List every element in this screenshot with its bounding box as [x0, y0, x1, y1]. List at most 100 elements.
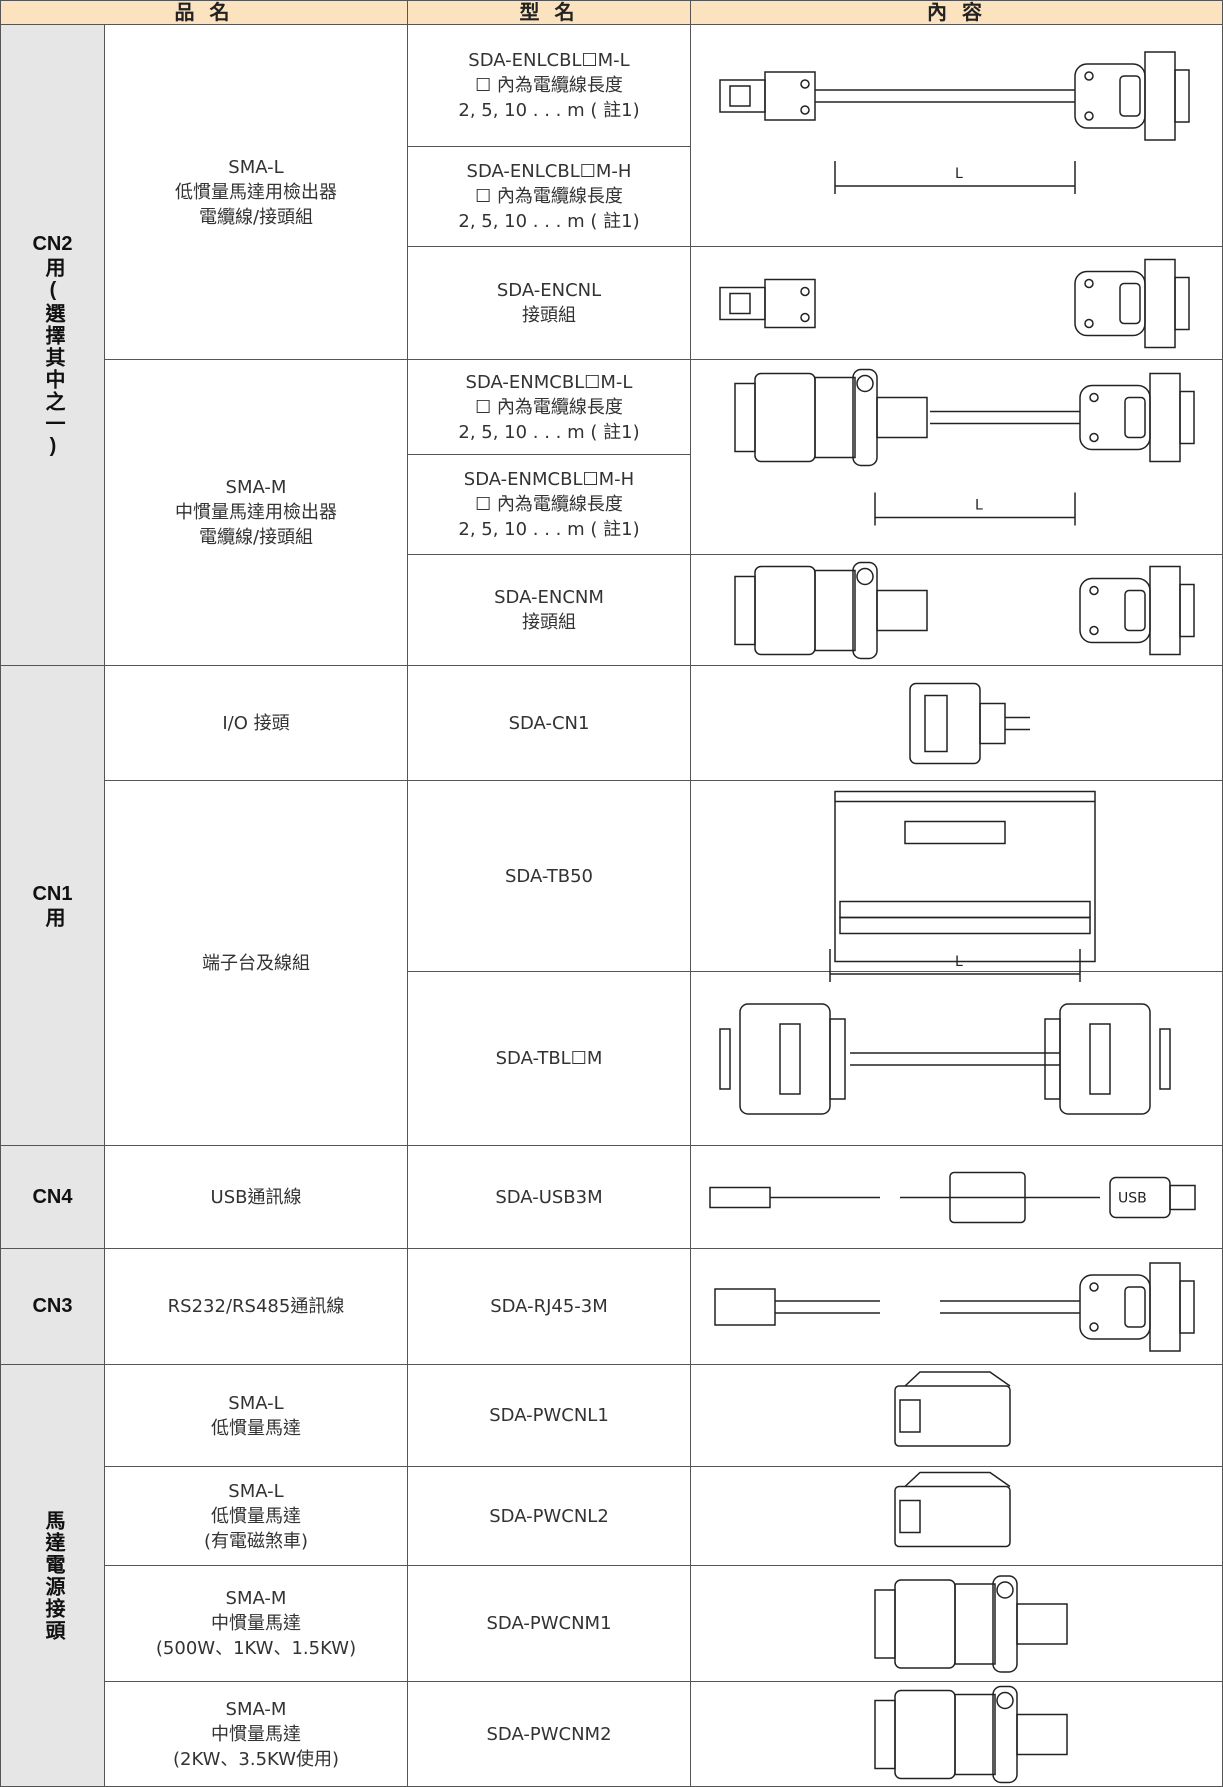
content-cell [691, 781, 1223, 972]
model-cell: SDA-ENMCBL☐M-L ☐ 內為電纜線長度 2, 5, 10 . . . m … [408, 360, 691, 455]
text-line: SDA-USB3M [495, 1186, 603, 1208]
text-line: (500W、1KW、1.5KW) [155, 1638, 357, 1659]
text-line: 中慣量馬達用檢出器 [175, 502, 337, 523]
name-cell: SMA-L 低慣量馬達用檢出器 電纜線/接頭組 [105, 25, 408, 360]
text-line: ☐ 內為電纜線長度 [475, 494, 623, 515]
text-line: 中慣量馬達 [211, 1613, 301, 1634]
text-line: 用(選擇其中之一) [42, 256, 64, 459]
content-cell [691, 247, 1223, 360]
name-cell: I/O 接頭 [105, 666, 408, 781]
text-line: RS232/RS485通訊線 [167, 1296, 345, 1317]
text-line: (有電磁煞車) [203, 1530, 309, 1552]
text-line: SDA-PWCNM1 [486, 1613, 612, 1634]
group-cell: CN2 用(選擇其中之一) [0, 25, 105, 666]
header-cell: 品 名 [0, 0, 408, 25]
content-cell [691, 666, 1223, 781]
text-line: SDA-PWCNL2 [489, 1505, 609, 1527]
model-cell: SDA-PWCNL1 [408, 1365, 691, 1467]
text-line: SMA-M [225, 477, 287, 498]
text-line: 2, 5, 10 . . . m ( 註1) [458, 211, 640, 232]
content-cell [691, 1365, 1223, 1467]
text-line: USB通訊線 [210, 1186, 302, 1208]
name-cell: SMA-L 低慣量馬達 (有電磁煞車) [105, 1467, 408, 1566]
model-cell: SDA-PWCNM1 [408, 1566, 691, 1682]
text-line: SDA-ENLCBL☐M-L [468, 50, 630, 71]
text-line: 電纜線/接頭組 [198, 527, 314, 548]
text-line: SDA-ENCNM [494, 587, 604, 608]
text-line: CN3 [32, 1295, 73, 1317]
text-line: SMA-M [225, 1588, 287, 1609]
model-cell: SDA-ENLCBL☐M-H ☐ 內為電纜線長度 2, 5, 10 . . . m … [408, 147, 691, 247]
text-line: SDA-PWCNM2 [486, 1723, 612, 1745]
name-cell: SMA-M 中慣量馬達 (2KW、3.5KW使用) [105, 1682, 408, 1787]
text-line: SDA-PWCNL1 [489, 1405, 609, 1426]
text-line: 接頭組 [522, 612, 576, 633]
text-line: SMA-L [228, 156, 284, 178]
name-cell: SMA-M 中慣量馬達用檢出器 電纜線/接頭組 [105, 360, 408, 666]
text-line: 馬達電源接頭 [42, 1509, 64, 1642]
text-line: SDA-ENCNL [496, 280, 602, 301]
header-cell: 型 名 [408, 0, 691, 25]
text-line: SMA-L [228, 1392, 284, 1414]
text-line: 品 名 [174, 0, 234, 24]
content-cell [691, 360, 1223, 555]
group-cell: CN1 用 [0, 666, 105, 1146]
text-line: 中慣量馬達 [211, 1723, 301, 1745]
model-cell: SDA-TBL☐M [408, 972, 691, 1146]
group-cell: CN4 [0, 1146, 105, 1249]
model-cell: SDA-ENLCBL☐M-L ☐ 內為電纜線長度 2, 5, 10 . . . m … [408, 25, 691, 147]
text-line: ☐ 內為電纜線長度 [475, 396, 623, 418]
model-cell: SDA-PWCNL2 [408, 1467, 691, 1566]
header-cell: 內 容 [691, 0, 1223, 25]
text-line: 低慣量馬達用檢出器 [175, 181, 337, 203]
content-cell [691, 555, 1223, 666]
content-cell [691, 1682, 1223, 1787]
model-cell: SDA-CN1 [408, 666, 691, 781]
text-line: 端子台及線組 [202, 952, 310, 974]
name-cell: SMA-M 中慣量馬達 (500W、1KW、1.5KW) [105, 1566, 408, 1682]
model-cell: SDA-ENMCBL☐M-H ☐ 內為電纜線長度 2, 5, 10 . . . m … [408, 455, 691, 555]
text-line: ☐ 內為電纜線長度 [475, 75, 623, 96]
text-line: 低慣量馬達 [211, 1505, 301, 1527]
text-line: 電纜線/接頭組 [198, 206, 314, 228]
text-line: 2, 5, 10 . . . m ( 註1) [458, 100, 640, 121]
model-cell: SDA-USB3M [408, 1146, 691, 1249]
model-cell: SDA-PWCNM2 [408, 1682, 691, 1787]
text-line: SDA-TB50 [505, 865, 593, 887]
text-line: I/O 接頭 [222, 712, 290, 734]
text-line: 型 名 [519, 0, 579, 24]
text-line: 2, 5, 10 . . . m ( 註1) [458, 519, 640, 540]
text-line: ☐ 內為電纜線長度 [475, 186, 623, 207]
text-line: SDA-TBL☐M [495, 1048, 603, 1069]
text-line: CN1 [32, 883, 73, 905]
model-cell: SDA-ENCNL 接頭組 [408, 247, 691, 360]
content-cell [691, 25, 1223, 247]
text-line: 低慣量馬達 [211, 1417, 301, 1439]
text-line: SDA-ENMCBL☐M-H [463, 469, 635, 490]
group-cell: 馬達電源接頭 [0, 1365, 105, 1787]
content-cell [691, 1146, 1223, 1249]
model-cell: SDA-RJ45-3M [408, 1249, 691, 1365]
content-cell [691, 972, 1223, 1146]
text-line: 內 容 [927, 0, 986, 24]
content-cell [691, 1249, 1223, 1365]
content-cell [691, 1566, 1223, 1682]
group-cell: CN3 [0, 1249, 105, 1365]
text-line: 接頭組 [522, 305, 576, 326]
name-cell: USB通訊線 [105, 1146, 408, 1249]
text-line: SMA-L [228, 1480, 284, 1502]
text-line: SDA-ENLCBL☐M-H [466, 161, 632, 182]
text-line: SDA-RJ45-3M [490, 1296, 608, 1317]
name-cell: 端子台及線組 [105, 781, 408, 1146]
text-line: SDA-ENMCBL☐M-L [465, 371, 633, 393]
text-line: CN4 [32, 1185, 73, 1208]
model-cell: SDA-ENCNM 接頭組 [408, 555, 691, 666]
text-line: (2KW、3.5KW使用) [172, 1748, 340, 1770]
text-line: SDA-CN1 [508, 712, 590, 734]
model-cell: SDA-TB50 [408, 781, 691, 972]
name-cell: SMA-L 低慣量馬達 [105, 1365, 408, 1467]
text-line: 用 [42, 907, 64, 929]
text-line: CN2 [32, 232, 73, 255]
name-cell: RS232/RS485通訊線 [105, 1249, 408, 1365]
